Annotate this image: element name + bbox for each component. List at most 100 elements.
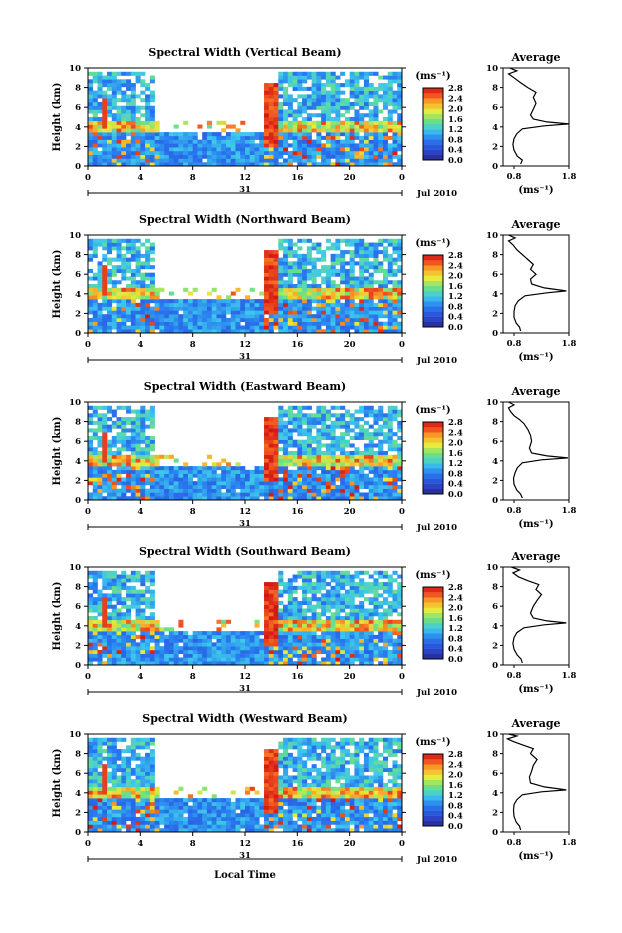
heatmap-cell (302, 318, 307, 322)
heatmap-cell (369, 654, 374, 658)
heatmap-cell (288, 601, 293, 605)
heatmap-cell (126, 639, 131, 643)
heatmap-cell (369, 485, 374, 489)
heatmap-cell (388, 292, 393, 296)
heatmap-cell (169, 654, 174, 658)
heatmap-cell (264, 276, 269, 280)
heatmap-cell (316, 443, 321, 447)
heatmap-cell (321, 481, 326, 485)
heatmap-cell (331, 428, 336, 432)
heatmap-cell (88, 451, 93, 455)
heatmap-cell (321, 155, 326, 159)
heatmap-cell (174, 635, 179, 639)
heatmap-cell (126, 481, 131, 485)
heatmap-cell (297, 642, 302, 646)
heatmap-cell (302, 616, 307, 620)
heatmap-cell (354, 624, 359, 628)
heatmap-cell (240, 303, 245, 307)
heatmap-cell (307, 246, 312, 250)
heatmap-cell (354, 481, 359, 485)
heatmap-cell (131, 239, 136, 243)
colorbar-segment (423, 103, 443, 108)
heatmap-cell (331, 474, 336, 478)
heatmap-cell (288, 590, 293, 594)
heatmap-cell (98, 406, 103, 410)
heatmap-cell (126, 650, 131, 654)
heatmap-cell (207, 299, 212, 303)
colorbar-tick-label: 2.8 (448, 84, 463, 94)
heatmap-cell (331, 642, 336, 646)
heatmap-cell (331, 102, 336, 106)
heatmap-cell (88, 642, 93, 646)
heatmap-cell (340, 128, 345, 132)
heatmap-cell (274, 147, 279, 151)
heatmap-cell (293, 325, 298, 329)
heatmap-cell (307, 155, 312, 159)
heatmap-cell (117, 325, 122, 329)
heatmap-cell (136, 265, 141, 269)
heatmap-cell (369, 102, 374, 106)
heatmap-cell (383, 616, 388, 620)
heatmap-cell (102, 635, 107, 639)
heatmap-cell (93, 639, 98, 643)
heatmap-cell (88, 143, 93, 147)
heatmap-cell (288, 151, 293, 155)
heatmap-cell (293, 76, 298, 80)
heatmap-cell (150, 158, 155, 162)
heatmap-cell (255, 155, 260, 159)
heatmap-cell (212, 136, 217, 140)
heatmap-cell (297, 239, 302, 243)
heatmap-cell (145, 586, 150, 590)
heatmap-cell (297, 410, 302, 414)
heatmap-cell (288, 239, 293, 243)
heatmap-cell (112, 132, 117, 136)
heatmap-cell (316, 288, 321, 292)
heatmap-cell (98, 322, 103, 326)
heatmap-cell (369, 646, 374, 650)
heatmap-cell (136, 474, 141, 478)
heatmap-cell (340, 571, 345, 575)
heatmap-cell (117, 421, 122, 425)
heatmap-cell (335, 586, 340, 590)
heatmap-cell (174, 459, 179, 463)
heatmap-cell (183, 650, 188, 654)
heatmap-cell (345, 650, 350, 654)
heatmap-cell (274, 87, 279, 91)
heatmap-cell (350, 582, 355, 586)
heatmap-cell (316, 627, 321, 631)
heatmap-cell (369, 132, 374, 136)
heatmap-cell (369, 128, 374, 132)
heatmap-cell (274, 627, 279, 631)
heatmap-cell (178, 639, 183, 643)
heatmap-cell (216, 143, 221, 147)
colorbar-tick-label: 1.6 (448, 115, 463, 125)
heatmap-cell (373, 132, 378, 136)
heatmap-cell (350, 310, 355, 314)
heatmap-cell (359, 265, 364, 269)
heatmap-cell (93, 143, 98, 147)
heatmap-cell (102, 443, 107, 447)
heatmap-cell (178, 470, 183, 474)
heatmap-cell (383, 470, 388, 474)
heatmap-cell (388, 243, 393, 247)
heatmap-cell (388, 631, 393, 635)
heatmap-cell (345, 117, 350, 121)
heatmap-cell (150, 627, 155, 631)
heatmap-cell (259, 151, 264, 155)
heatmap-cell (316, 299, 321, 303)
heatmap-cell (364, 265, 369, 269)
heatmap-cell (174, 310, 179, 314)
heatmap-cell (88, 417, 93, 421)
heatmap-cell (326, 239, 331, 243)
heatmap-cell (126, 417, 131, 421)
heatmap-cell (316, 624, 321, 628)
heatmap-cell (383, 299, 388, 303)
heatmap-cell (88, 654, 93, 658)
heatmap-cell (121, 624, 126, 628)
heatmap-cell (264, 284, 269, 288)
heatmap-cell (364, 125, 369, 129)
profile-title: Average (510, 218, 560, 231)
heatmap-cell (255, 646, 260, 650)
heatmap-cell (155, 158, 160, 162)
heatmap-cell (197, 151, 202, 155)
